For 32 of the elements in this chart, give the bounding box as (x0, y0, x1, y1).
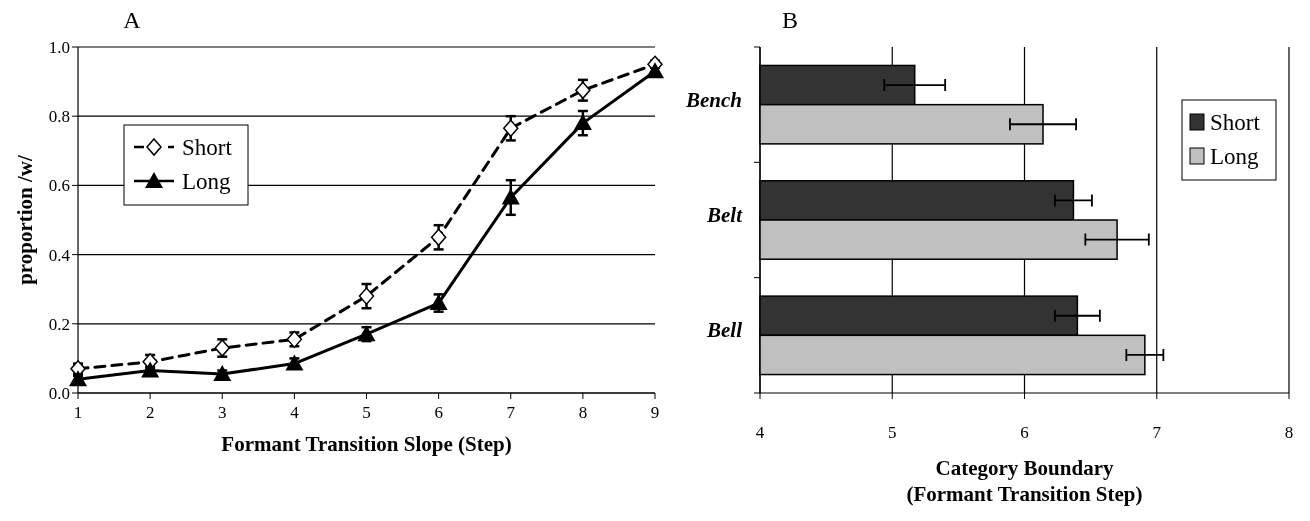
x-tick-label: 6 (1020, 423, 1029, 442)
x-tick-label: 4 (755, 423, 765, 442)
x-axis-title: Formant Transition Slope (Step) (221, 432, 512, 456)
x-tick-label: 8 (1284, 423, 1294, 442)
x-tick-label: 4 (290, 403, 300, 422)
x-tick-label: 7 (1152, 423, 1162, 442)
x-tick-label: 9 (650, 403, 660, 422)
legend-label: Short (1210, 110, 1261, 135)
y-tick-label: 0.0 (48, 384, 70, 403)
y-tick-label: 0.8 (48, 107, 70, 127)
x-tick-label: 6 (434, 403, 443, 422)
x-tick-label: 2 (145, 403, 155, 422)
y-tick-label: 0.4 (48, 245, 71, 265)
y-tick-label: Bench (684, 87, 742, 112)
x-tick-label: 5 (362, 403, 371, 422)
y-axis-title: proportion /w/ (13, 153, 37, 285)
x-tick-label: 7 (506, 403, 516, 422)
chart-title: B (781, 7, 799, 33)
x-tick-label: 5 (888, 423, 897, 442)
y-tick-label: 0.6 (48, 176, 70, 196)
legend-label: Short (182, 135, 233, 160)
y-tick-label: 1.0 (48, 38, 70, 57)
y-tick-label: Bell (706, 318, 743, 343)
x-axis-title: Category Boundary (Formant Transition Step) (906, 456, 1143, 506)
x-tick-label: 8 (578, 403, 588, 422)
x-tick-label: 1 (73, 403, 83, 422)
x-tick-label: 3 (218, 403, 227, 422)
legend-label: Long (1210, 144, 1260, 169)
y-tick-label: Belt (706, 203, 744, 227)
legend-label: Long (182, 169, 232, 194)
y-tick-label: 0.2 (48, 314, 70, 334)
chart-title: A (123, 7, 142, 33)
